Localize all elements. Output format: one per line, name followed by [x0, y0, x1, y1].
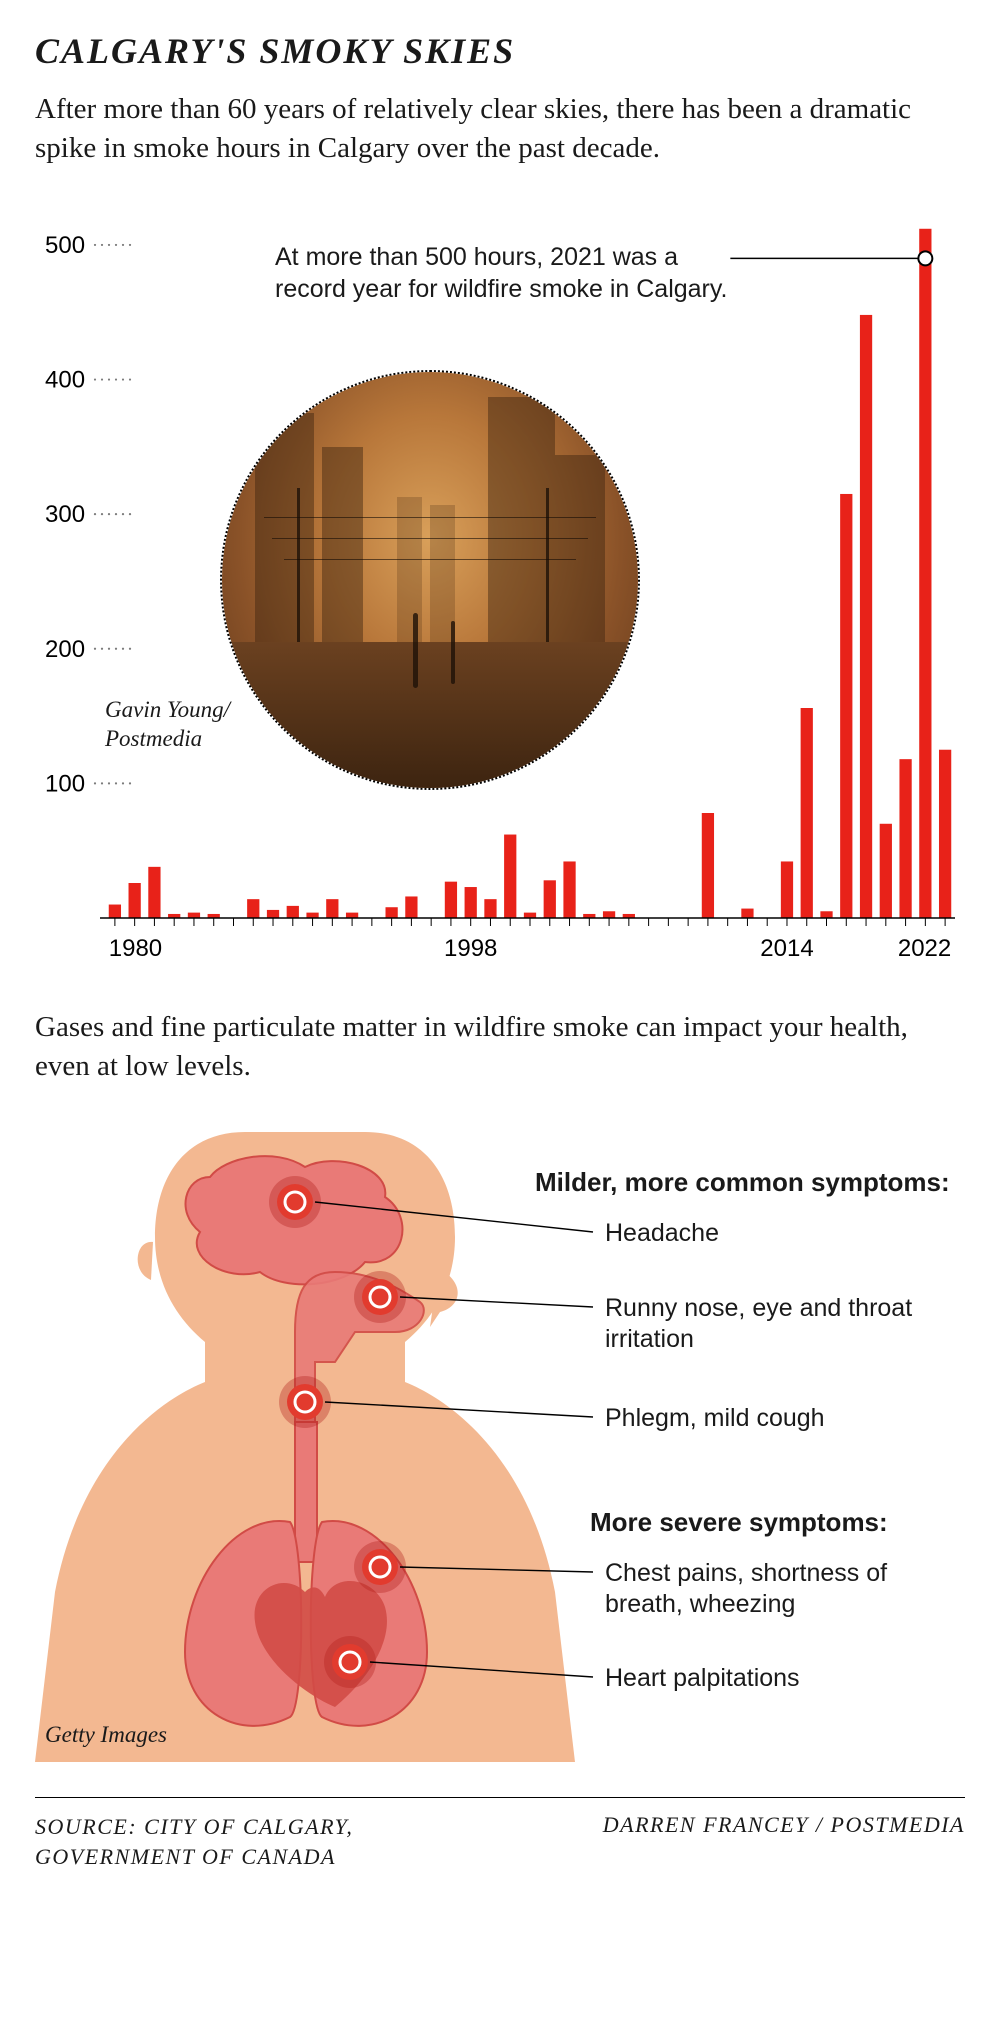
body-svg	[35, 1122, 595, 1762]
footer-source: SOURCE: CITY OF CALGARY, GOVERNMENT OF C…	[35, 1812, 515, 1874]
symptom-phlegm: Phlegm, mild cough	[605, 1403, 945, 1434]
chart-annotation: At more than 500 hours, 2021 was a recor…	[275, 241, 735, 306]
svg-text:200: 200	[45, 636, 85, 663]
health-diagram: Milder, more common symptoms: More sever…	[35, 1122, 965, 1772]
footer-byline: DARREN FRANCEY / POSTMEDIA	[603, 1812, 965, 1874]
smoky-city-photo	[220, 370, 640, 790]
mild-symptoms-header: Milder, more common symptoms:	[535, 1167, 950, 1198]
footer: SOURCE: CITY OF CALGARY, GOVERNMENT OF C…	[35, 1797, 965, 1874]
smoke-hours-chart: 100 200 300 400 500 1980 1998 2014 2022 At more …	[35, 198, 965, 968]
svg-text:300: 300	[45, 501, 85, 528]
svg-text:1998: 1998	[444, 935, 497, 962]
svg-text:100: 100	[45, 771, 85, 798]
intro-text: After more than 60 years of relatively c…	[35, 90, 965, 168]
severe-symptoms-header: More severe symptoms:	[590, 1507, 888, 1538]
svg-text:500: 500	[45, 232, 85, 259]
symptom-headache: Headache	[605, 1218, 945, 1249]
svg-text:400: 400	[45, 367, 85, 394]
symptom-nose: Runny nose, eye and throat irritation	[605, 1293, 945, 1356]
svg-text:1980: 1980	[109, 935, 162, 962]
page-title: CALGARY'S SMOKY SKIES	[35, 30, 965, 72]
symptom-chest: Chest pains, shortness of breath, wheezi…	[605, 1558, 945, 1621]
symptom-heart: Heart palpitations	[605, 1663, 945, 1694]
photo-credit: Gavin Young/Postmedia	[105, 696, 230, 754]
body-image-credit: Getty Images	[45, 1722, 167, 1748]
svg-text:2022: 2022	[898, 935, 951, 962]
svg-text:2014: 2014	[760, 935, 813, 962]
health-intro: Gases and fine particulate matter in wil…	[35, 1008, 965, 1086]
